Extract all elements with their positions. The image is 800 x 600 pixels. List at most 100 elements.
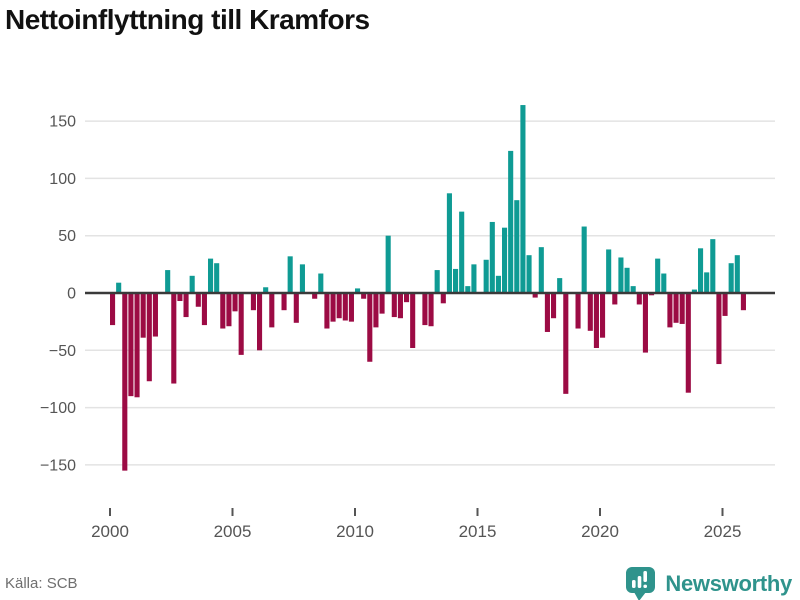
bar xyxy=(563,293,569,394)
bar xyxy=(502,227,508,293)
bar xyxy=(691,289,697,293)
bar xyxy=(140,293,146,338)
bar xyxy=(698,248,704,293)
bar xyxy=(710,239,716,293)
bar xyxy=(587,293,593,331)
x-tick-label: 2025 xyxy=(704,522,742,541)
bar xyxy=(110,293,116,326)
bar xyxy=(379,293,385,314)
bar xyxy=(208,258,214,293)
bar xyxy=(299,264,305,293)
bar xyxy=(483,259,489,293)
bar xyxy=(446,193,452,293)
bar xyxy=(250,293,256,311)
bar xyxy=(557,278,563,293)
bar xyxy=(410,293,416,349)
bar xyxy=(324,293,330,329)
bar xyxy=(538,247,544,293)
bar xyxy=(422,293,428,326)
bar xyxy=(428,293,434,327)
bar xyxy=(318,273,324,293)
bar xyxy=(495,275,501,293)
bar xyxy=(551,293,557,319)
bar xyxy=(404,293,410,303)
brand-name: Newsworthy xyxy=(665,571,792,596)
bar xyxy=(740,293,746,311)
bar xyxy=(661,273,667,293)
bar xyxy=(134,293,140,398)
source-attribution: Källa: SCB xyxy=(5,575,78,592)
bar xyxy=(734,255,740,293)
bar xyxy=(520,105,526,293)
bar xyxy=(232,293,238,312)
bar xyxy=(165,270,171,293)
bar xyxy=(287,256,293,293)
bar xyxy=(453,268,459,293)
y-tick-label: 0 xyxy=(67,286,76,303)
bar xyxy=(600,293,606,338)
bar xyxy=(465,286,471,293)
bar xyxy=(440,293,446,304)
bar xyxy=(312,293,318,299)
y-tick-label: −100 xyxy=(40,400,76,417)
newsworthy-logo-icon xyxy=(626,567,656,600)
bar xyxy=(146,293,152,382)
x-tick-label: 2020 xyxy=(581,522,619,541)
bar xyxy=(355,288,361,293)
bar xyxy=(636,293,642,305)
bar xyxy=(618,257,624,293)
bar xyxy=(385,235,391,293)
bar xyxy=(281,293,287,311)
bar xyxy=(293,293,299,323)
bar xyxy=(342,293,348,321)
bar xyxy=(685,293,691,393)
bar xyxy=(508,150,514,293)
bar xyxy=(612,293,618,305)
bar xyxy=(330,293,336,322)
bar xyxy=(238,293,244,355)
bar xyxy=(624,267,630,293)
y-tick-label: 50 xyxy=(58,228,76,245)
bar xyxy=(544,293,550,332)
bar xyxy=(348,293,354,322)
brand-lockup: Newsworthy xyxy=(625,566,792,600)
bar xyxy=(361,293,367,299)
bar xyxy=(257,293,263,351)
bar xyxy=(373,293,379,328)
bar xyxy=(226,293,232,327)
bar xyxy=(214,263,220,293)
x-tick-label: 2000 xyxy=(91,522,129,541)
bar xyxy=(367,293,373,362)
bar xyxy=(606,249,612,293)
bar xyxy=(514,200,520,293)
bar xyxy=(152,293,158,337)
bar xyxy=(459,211,465,293)
bar xyxy=(391,293,397,318)
bar xyxy=(171,293,177,384)
bar xyxy=(269,293,275,328)
bar xyxy=(655,258,661,293)
x-tick-label: 2010 xyxy=(336,522,374,541)
bar xyxy=(728,263,734,293)
bar xyxy=(122,293,128,471)
bar xyxy=(673,293,679,323)
bar xyxy=(489,221,495,293)
bar xyxy=(116,282,122,293)
bar xyxy=(397,293,403,319)
y-tick-label: −50 xyxy=(49,343,76,360)
y-tick-label: 150 xyxy=(49,114,76,131)
bar xyxy=(336,293,342,319)
bar xyxy=(128,293,134,397)
bar xyxy=(679,293,685,324)
bar xyxy=(593,293,599,349)
y-tick-label: −150 xyxy=(40,457,76,474)
bar xyxy=(667,293,673,328)
bar xyxy=(177,293,183,302)
bar xyxy=(183,293,189,318)
bar xyxy=(704,272,710,293)
bar xyxy=(581,226,587,293)
bar xyxy=(716,293,722,365)
bar xyxy=(532,293,538,298)
